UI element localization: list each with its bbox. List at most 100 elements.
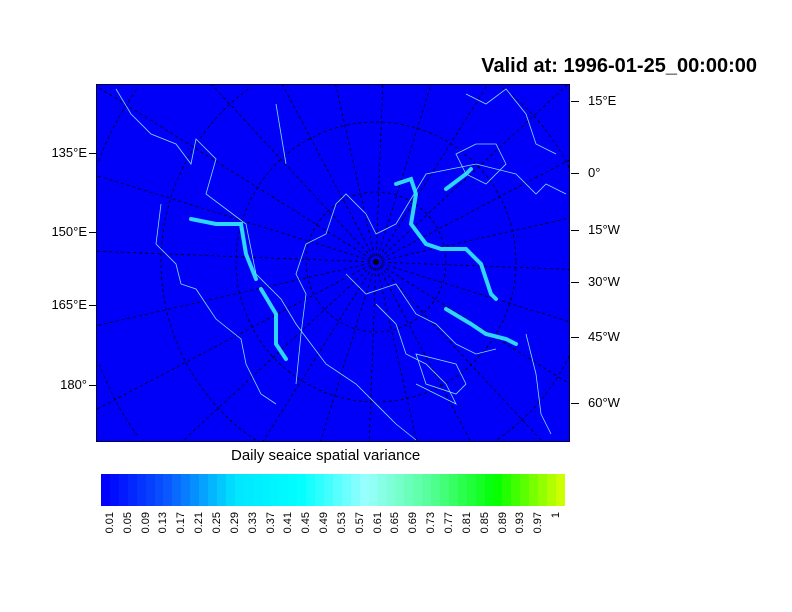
axis-tick	[571, 173, 579, 174]
longitude-label: 165°E	[51, 297, 87, 312]
ice-edge-variance	[189, 167, 518, 361]
colorbar-box	[395, 474, 405, 506]
colorbar-tick-label: 0.57	[353, 512, 366, 534]
colorbar-box	[493, 474, 503, 506]
colorbar-tick-label: 1	[550, 512, 563, 519]
colorbar-tick-label: 0.33	[246, 512, 259, 534]
colorbar-tick-label: 0.53	[335, 512, 348, 534]
colorbar-tick-label: 0.97	[532, 512, 545, 534]
meridian-line	[96, 85, 377, 263]
parallel-line	[160, 87, 570, 441]
axis-tick	[571, 282, 579, 283]
graticule	[96, 84, 570, 442]
colorbar-tick-label: 0.09	[139, 512, 152, 534]
colorbar-box	[145, 474, 155, 506]
meridian-line	[375, 261, 570, 323]
colorbar-box	[208, 474, 217, 506]
longitude-label: 30°W	[588, 274, 620, 289]
meridian-line	[375, 261, 570, 270]
colorbar-box	[377, 474, 387, 506]
colorbar	[101, 474, 565, 506]
axis-tick	[571, 337, 579, 338]
colorbar-box	[529, 474, 539, 506]
axis-tick	[571, 403, 579, 404]
colorbar-tick-label: 0.73	[425, 512, 438, 534]
colorbar-box	[136, 474, 146, 506]
meridian-line	[375, 159, 570, 263]
axis-tick	[89, 153, 97, 154]
colorbar-tick-label: 0.61	[371, 512, 384, 534]
colorbar-tick-label: 0.81	[460, 512, 473, 534]
colorbar-tick-label: 0.01	[103, 512, 116, 534]
colorbar-box	[243, 474, 253, 506]
colorbar-box	[448, 474, 458, 506]
meridian-line	[375, 261, 543, 442]
meridian-line	[319, 261, 377, 442]
colorbar-box	[279, 474, 289, 506]
colorbar-box	[368, 474, 378, 506]
colorbar-tick-label: 0.69	[407, 512, 420, 534]
colorbar-box	[297, 474, 307, 506]
axis-tick	[571, 230, 579, 231]
colorbar-box	[252, 474, 262, 506]
colorbar-tick-label: 0.13	[157, 512, 170, 534]
colorbar-box	[341, 474, 351, 506]
colorbar-box	[431, 474, 441, 506]
colorbar-box	[350, 474, 360, 506]
map-background	[96, 84, 570, 442]
colorbar-box	[163, 474, 173, 506]
colorbar-box	[216, 474, 226, 506]
colorbar-box	[261, 474, 271, 506]
meridian-line	[375, 84, 489, 263]
axis-tick	[89, 305, 97, 306]
meridian-line	[335, 84, 377, 263]
parallel-line	[98, 88, 138, 436]
colorbar-box	[118, 474, 128, 506]
colorbar-box	[270, 474, 280, 506]
colorbar-box	[502, 474, 512, 506]
colorbar-tick-label: 0.77	[443, 512, 455, 534]
colorbar-tick-label: 0.45	[300, 512, 313, 534]
colorbar-box	[109, 474, 119, 506]
colorbar-box	[154, 474, 164, 506]
meridian-line	[375, 84, 569, 263]
colorbar-box	[101, 474, 110, 506]
colorbar-box	[172, 474, 182, 506]
colorbar-title: Daily seaice spatial variance	[231, 447, 421, 464]
colorbar-box	[440, 474, 449, 506]
longitude-label: 15°W	[588, 222, 620, 237]
colorbar-tick-label: 0.89	[496, 512, 509, 534]
parallel-line	[235, 121, 517, 403]
colorbar-tick-label: 0.85	[478, 512, 491, 534]
colorbar-box	[466, 474, 476, 506]
axis-tick	[89, 232, 97, 233]
colorbar-box	[386, 474, 396, 506]
colorbar-box	[413, 474, 423, 506]
meridian-line	[375, 84, 432, 263]
parallel-line	[305, 191, 447, 333]
colorbar-tick-label: 0.37	[264, 512, 277, 534]
colorbar-tick-label: 0.93	[514, 512, 527, 534]
longitude-label: 0°	[588, 165, 601, 180]
colorbar-tick-label: 0.41	[282, 512, 295, 534]
colorbar-tick-label: 0.05	[121, 512, 134, 534]
longitude-label: 45°W	[588, 329, 620, 344]
colorbar-box	[422, 474, 432, 506]
colorbar-tick-label: 0.49	[318, 512, 331, 534]
meridian-line	[96, 261, 377, 411]
longitude-label: 135°E	[51, 145, 87, 160]
colorbar-box	[404, 474, 414, 506]
colorbar-box	[190, 474, 200, 506]
longitude-label: 180°	[60, 377, 87, 392]
colorbar-tick-label: 0.25	[211, 512, 223, 534]
colorbar-box	[511, 474, 521, 506]
colorbar-tick-label: 0.29	[228, 512, 241, 534]
colorbar-box	[538, 474, 548, 506]
longitude-label: 15°E	[588, 93, 617, 108]
plot-title: Valid at: 1996-01-25_00:00:00	[481, 55, 757, 77]
sea-ice-map	[96, 84, 570, 442]
meridian-line	[210, 84, 377, 263]
colorbar-box	[315, 474, 325, 506]
colorbar-box	[181, 474, 191, 506]
